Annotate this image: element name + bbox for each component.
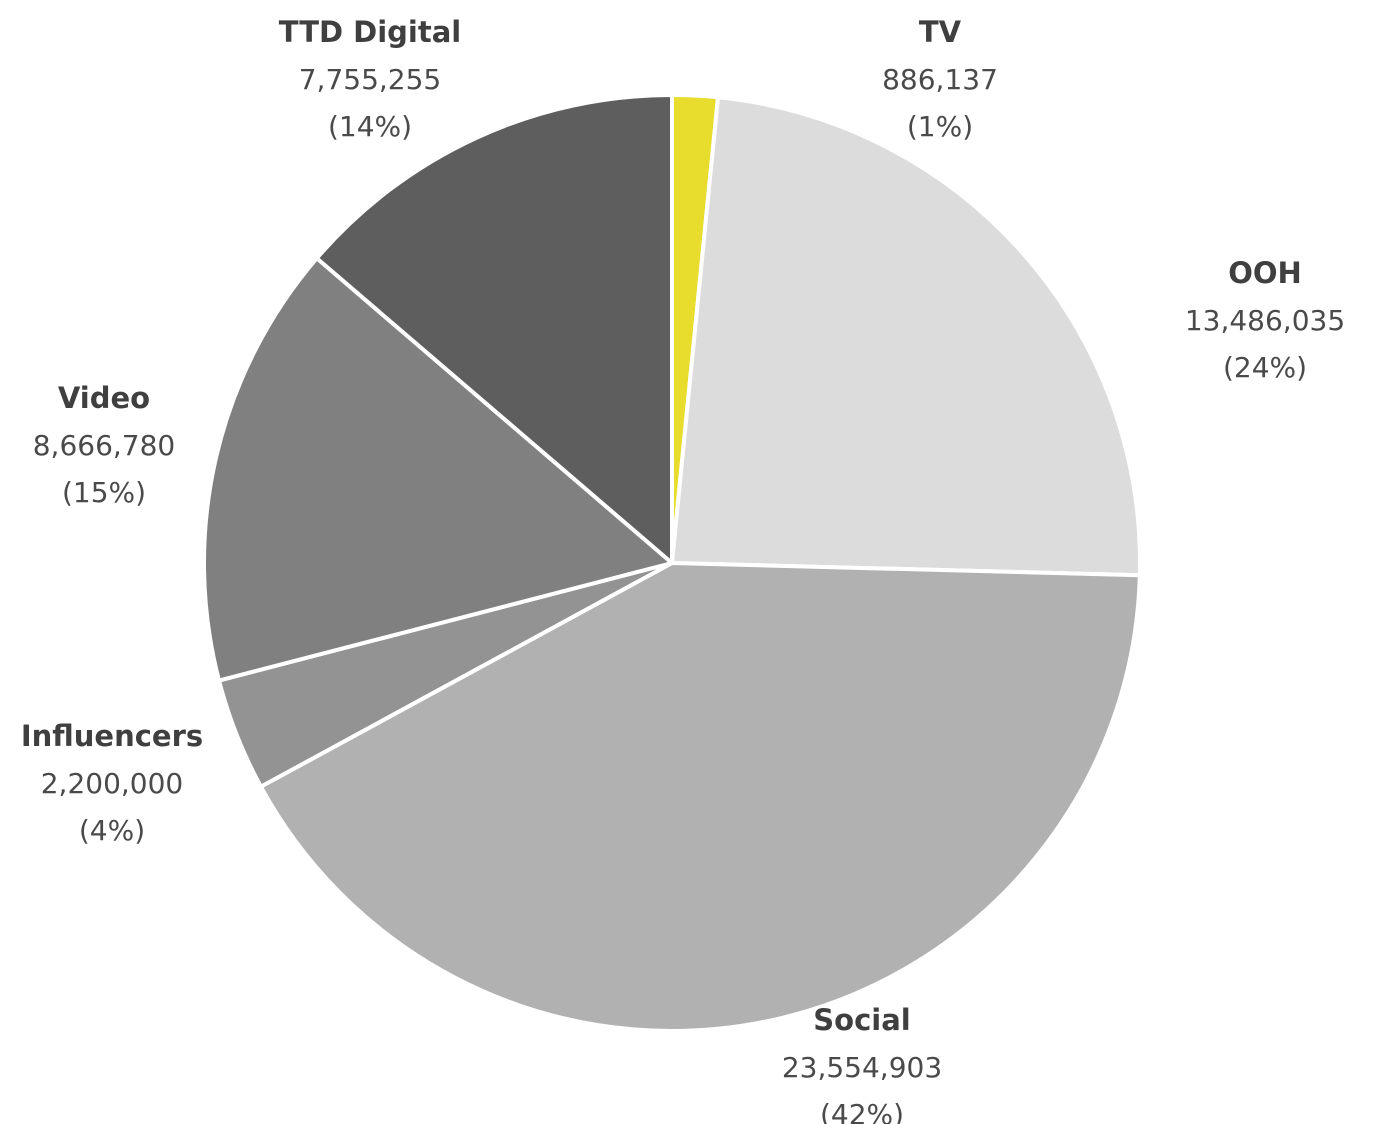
pie-labels: TV 886,137 (1%) OOH 13,486,035 (24%) Social 23,…: [21, 15, 1345, 1124]
slice-label-ooh: OOH 13,486,035 (24%): [1185, 256, 1345, 384]
slice-value-label: 23,554,903: [782, 1051, 942, 1084]
slice-percent-label: (1%): [907, 110, 973, 143]
slice-percent-label: (4%): [79, 814, 145, 847]
pie-slice-ttd-digital: [314, 93, 674, 565]
slice-percent-label: (15%): [62, 476, 146, 509]
pie-slice-video: [202, 256, 674, 683]
slice-name-label: TTD Digital: [279, 15, 461, 49]
slice-name-label: Influencers: [21, 719, 203, 753]
slice-value-label: 2,200,000: [41, 767, 184, 800]
slice-name-label: Social: [813, 1003, 910, 1037]
slice-percent-label: (42%): [820, 1098, 904, 1124]
slice-label-influencers: Influencers 2,200,000 (4%): [21, 719, 203, 847]
pie-slice-ooh: [670, 95, 1142, 578]
slice-label-social: Social 23,554,903 (42%): [782, 1003, 942, 1124]
slice-name-label: TV: [919, 15, 962, 49]
slice-name-label: Video: [58, 381, 150, 415]
slice-value-label: 13,486,035: [1185, 304, 1345, 337]
slice-name-label: OOH: [1228, 256, 1302, 290]
slice-value-label: 7,755,255: [299, 63, 442, 96]
slice-label-ttd-digital: TTD Digital 7,755,255 (14%): [279, 15, 461, 143]
pie-slices: [202, 93, 1142, 1033]
slice-percent-label: (14%): [328, 110, 412, 143]
pie-slice-social: [258, 561, 1142, 1033]
slice-value-label: 886,137: [882, 63, 998, 96]
slice-value-label: 8,666,780: [33, 429, 176, 462]
slice-label-video: Video 8,666,780 (15%): [33, 381, 176, 509]
slice-label-tv: TV 886,137 (1%): [882, 15, 998, 143]
slice-percent-label: (24%): [1223, 351, 1307, 384]
